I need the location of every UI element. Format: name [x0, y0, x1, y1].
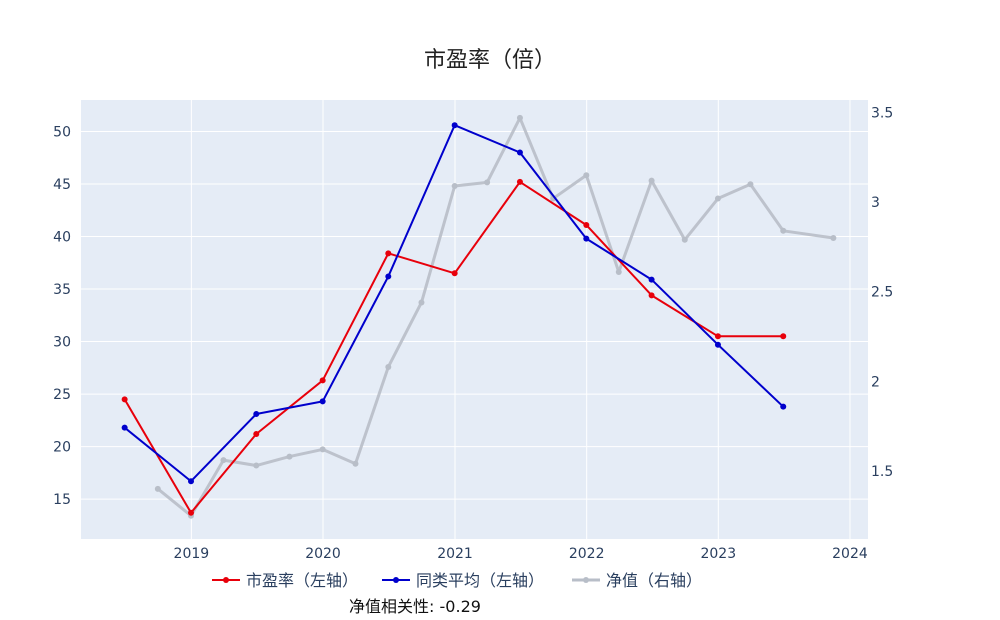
- data-point: [253, 411, 260, 418]
- legend: 市盈率（左轴） 同类平均（左轴） 净值（右轴）: [212, 571, 702, 590]
- data-point: [352, 460, 359, 467]
- legend-swatch-marker: [223, 577, 229, 583]
- data-point: [451, 270, 458, 277]
- data-point: [121, 424, 128, 431]
- legend-swatch-marker: [583, 577, 589, 583]
- y-left-tick-label: 15: [53, 492, 71, 508]
- y-left-tick-label: 40: [53, 230, 71, 246]
- series-1: [121, 178, 787, 516]
- x-tick-label: 2019: [174, 546, 210, 562]
- correlation-annotation: 净值相关性: -0.29: [349, 597, 481, 616]
- legend-label: 净值（右轴）: [606, 571, 702, 590]
- data-point: [154, 485, 161, 492]
- data-point: [648, 177, 655, 184]
- data-point: [830, 234, 837, 241]
- x-tick-label: 2023: [700, 546, 736, 562]
- y-right-tick-label: 3: [871, 195, 880, 211]
- x-tick-label: 2022: [569, 546, 605, 562]
- data-point: [648, 276, 655, 283]
- x-tick-label: 2021: [437, 546, 473, 562]
- legend-label: 市盈率（左轴）: [246, 571, 358, 590]
- data-point: [780, 403, 787, 410]
- legend-swatch-marker: [393, 577, 399, 583]
- data-point: [451, 122, 458, 129]
- data-point: [385, 250, 392, 257]
- legend-label: 同类平均（左轴）: [416, 571, 544, 590]
- data-point: [747, 181, 754, 188]
- y-left-tick-label: 25: [53, 387, 71, 403]
- data-point: [780, 227, 787, 234]
- y-left-tick-label: 45: [53, 177, 71, 193]
- x-tick-label: 2024: [832, 546, 868, 562]
- y-right-tick-label: 1.5: [871, 464, 893, 480]
- data-point: [418, 299, 425, 306]
- y-right-tick-label: 2: [871, 374, 880, 390]
- data-point: [714, 341, 721, 348]
- data-point: [188, 509, 195, 516]
- data-point: [220, 457, 227, 464]
- y-left-tick-label: 20: [53, 440, 71, 456]
- data-point: [253, 462, 260, 469]
- data-point: [385, 363, 392, 370]
- data-point: [319, 398, 326, 405]
- data-point: [681, 236, 688, 243]
- data-point: [615, 269, 622, 276]
- y-left-tick-label: 30: [53, 335, 71, 351]
- data-point: [583, 172, 590, 179]
- chart-title: 市盈率（倍）: [424, 48, 556, 73]
- data-point: [780, 333, 787, 340]
- data-point: [516, 178, 523, 185]
- x-tick-label: 2020: [305, 546, 341, 562]
- data-point: [286, 453, 293, 460]
- data-point: [319, 446, 326, 453]
- data-point: [319, 377, 326, 384]
- data-point: [516, 149, 523, 156]
- data-point: [121, 396, 128, 403]
- series-2: [121, 122, 787, 485]
- data-point: [583, 235, 590, 242]
- plot-background: [81, 100, 868, 539]
- data-point: [714, 195, 721, 202]
- data-point: [516, 114, 523, 121]
- data-point: [714, 333, 721, 340]
- data-point: [451, 183, 458, 190]
- data-point: [253, 430, 260, 437]
- data-point: [385, 273, 392, 280]
- y-left-tick-label: 35: [53, 282, 71, 298]
- data-point: [648, 292, 655, 299]
- data-point: [188, 478, 195, 485]
- y-right-tick-label: 3.5: [871, 106, 893, 122]
- data-point: [484, 179, 491, 186]
- y-right-tick-label: 2.5: [871, 285, 893, 301]
- data-point: [583, 221, 590, 228]
- y-left-tick-label: 50: [53, 125, 71, 141]
